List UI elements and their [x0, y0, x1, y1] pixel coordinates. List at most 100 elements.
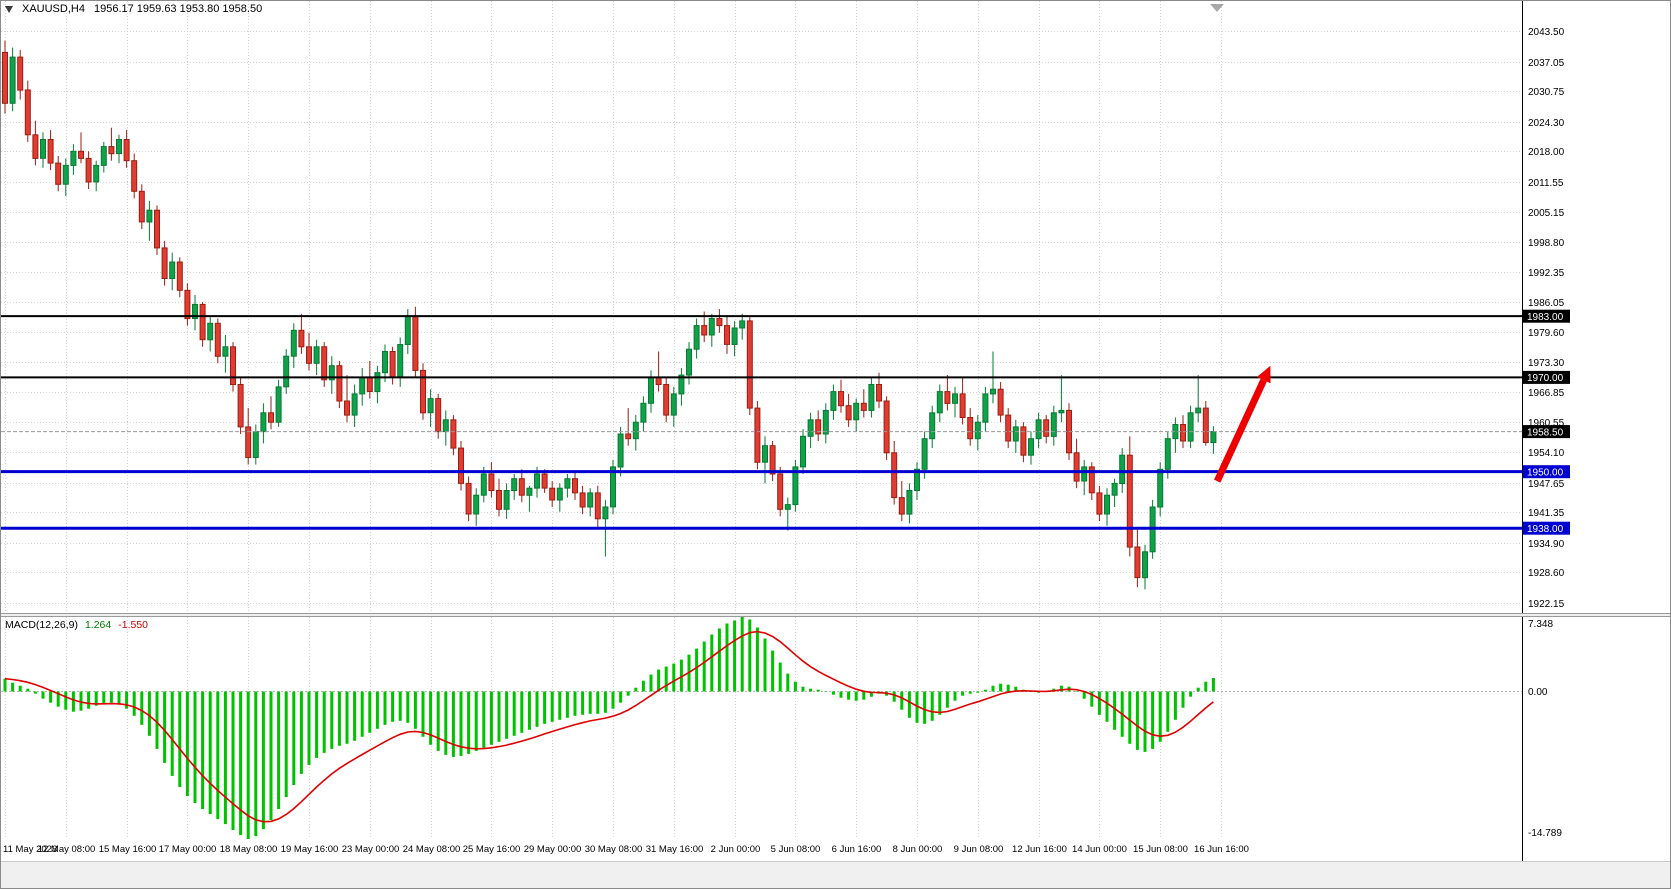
- candle: [382, 344, 388, 383]
- time-axis-label: 31 May 16:00: [645, 844, 704, 855]
- candle: [746, 316, 753, 416]
- macd-histogram-bar: [535, 691, 539, 727]
- price-tick-label: 1928.60: [1528, 568, 1565, 579]
- candle: [1035, 412, 1042, 449]
- candle-body: [40, 139, 46, 159]
- macd-histogram-bar: [672, 663, 676, 692]
- macd-histogram-bar: [695, 648, 699, 692]
- macd-histogram-bar: [71, 691, 75, 712]
- candle-body: [716, 318, 723, 327]
- macd-histogram-bar: [11, 682, 15, 692]
- macd-histogram-bar: [649, 674, 653, 692]
- macd-histogram-bar: [1196, 687, 1200, 692]
- candle: [366, 360, 373, 399]
- macd-histogram-bar: [49, 691, 53, 703]
- candle-body: [70, 150, 77, 166]
- macd-histogram-bar: [79, 691, 83, 711]
- candle: [47, 130, 54, 171]
- candle: [176, 257, 183, 298]
- candle: [222, 335, 229, 373]
- candle: [564, 474, 571, 498]
- candle-body: [982, 393, 989, 423]
- macd-histogram-bar: [907, 691, 911, 718]
- candle-body: [724, 325, 730, 345]
- candle: [693, 318, 700, 359]
- candle: [792, 459, 799, 512]
- candle-body: [123, 139, 130, 162]
- candle: [100, 141, 107, 173]
- candle: [974, 415, 981, 451]
- macd-histogram-bar: [748, 619, 752, 692]
- macd-histogram-bar: [322, 691, 326, 753]
- macd-histogram-bar: [87, 691, 91, 709]
- macd-histogram-bar: [185, 691, 189, 796]
- macd-histogram-bar: [269, 691, 273, 821]
- candle-body: [9, 56, 16, 104]
- candle-body: [154, 209, 160, 249]
- candle-body: [617, 433, 624, 468]
- candle: [389, 346, 396, 385]
- time-axis[interactable]: 11 May 2023 12 May 08:00 15 May 16:00 17 Ma…: [1, 839, 1670, 861]
- macd-histogram-bar: [1075, 691, 1079, 692]
- time-axis-label: 5 Jun 08:00: [770, 844, 821, 855]
- price-tick-label: 2030.75: [1528, 87, 1565, 98]
- candle: [914, 462, 920, 500]
- candle-body: [936, 391, 943, 414]
- macd-histogram-bar: [421, 691, 425, 737]
- candle-body: [62, 164, 69, 185]
- bottom-scroll-area[interactable]: [1, 861, 1670, 888]
- pane-divider[interactable]: [1, 613, 1670, 617]
- candle-body: [374, 372, 381, 393]
- macd-histogram-bar: [193, 691, 197, 803]
- macd-histogram-bar: [56, 691, 60, 707]
- macd-histogram-bar: [444, 691, 448, 755]
- candle: [1020, 422, 1027, 463]
- candle: [906, 483, 913, 524]
- candle: [1210, 426, 1217, 454]
- macd-histogram-bar: [755, 627, 759, 692]
- time-axis-label: 18 May 08:00: [219, 844, 278, 855]
- macd-histogram-bar: [603, 691, 607, 713]
- candle-body: [100, 146, 107, 166]
- macd-histogram-bar: [717, 628, 721, 692]
- candle-body: [731, 327, 738, 345]
- candle: [351, 384, 358, 427]
- macd-histogram-bar: [102, 691, 106, 704]
- trend-arrow-shaft[interactable]: [1214, 378, 1267, 483]
- candle: [625, 408, 632, 446]
- trend-arrow-head[interactable]: [1256, 365, 1271, 384]
- macd-histogram-bar: [337, 691, 341, 746]
- candle-body: [290, 329, 297, 357]
- candle: [290, 323, 297, 368]
- macd-histogram-bar: [1097, 691, 1101, 715]
- macd-histogram-bar: [938, 691, 942, 715]
- candle: [146, 200, 153, 241]
- candle-body: [55, 162, 62, 185]
- candle: [17, 50, 24, 100]
- macd-histogram-bar: [573, 691, 577, 716]
- candle-body: [1012, 426, 1019, 442]
- macd-indicator-pane[interactable]: 7.348 0.00 -14.789 MACD(12,26,9) 1.264 -1.…: [1, 617, 1670, 839]
- macd-histogram-bar: [132, 691, 136, 716]
- candle: [1096, 485, 1103, 522]
- candle-body: [921, 438, 928, 470]
- time-axis-label: 6 Jun 16:00: [831, 844, 882, 855]
- candle-body: [328, 365, 335, 381]
- candle: [1142, 544, 1148, 590]
- candle-body: [131, 160, 138, 192]
- macd-histogram-bar: [679, 659, 683, 692]
- macd-histogram-bar: [330, 691, 334, 749]
- macd-histogram-bar: [315, 691, 319, 758]
- candle: [1104, 488, 1110, 526]
- candle-body: [268, 412, 274, 423]
- candle: [1134, 528, 1141, 588]
- macd-histogram-bar: [459, 691, 463, 756]
- macd-histogram-bar: [292, 691, 296, 785]
- candle-body: [1187, 412, 1194, 442]
- price-tick-label: 1922.15: [1528, 599, 1565, 610]
- macd-histogram-bar: [1006, 684, 1010, 692]
- main-chart-pane[interactable]: 2043.50 2037.05 2030.75 2024.30 2018.00 2011.…: [1, 1, 1670, 613]
- macd-histogram-bar: [1135, 691, 1139, 750]
- candle-body: [762, 445, 768, 463]
